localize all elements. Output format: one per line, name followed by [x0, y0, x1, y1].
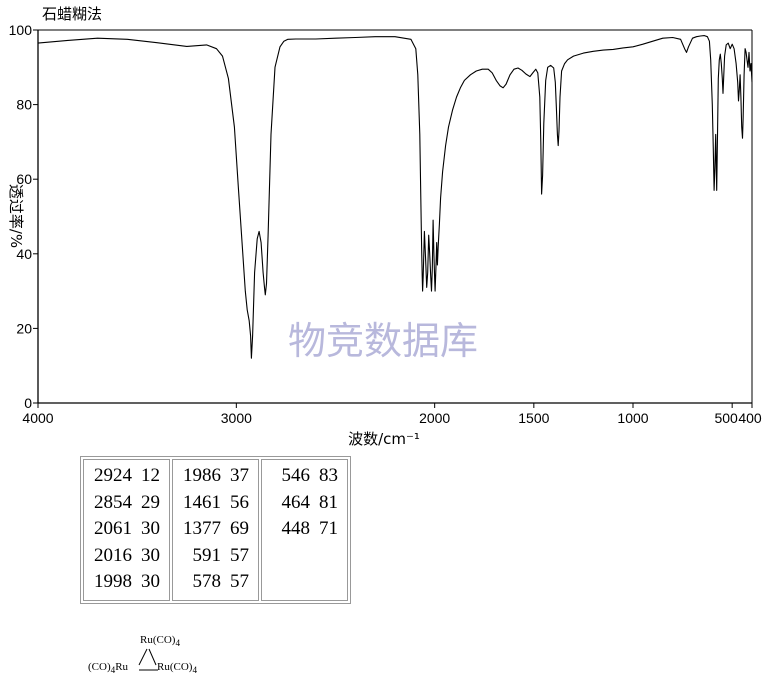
peak-table-body: 2924 12 2854 29 2061 30 2016 30 1998 30 1986 37 1461…	[83, 459, 348, 601]
peak-table-column: 2924 12 2854 29 2061 30 2016 30 1998 30	[83, 459, 170, 601]
peak-entry: 1461 56	[177, 490, 254, 517]
peak-transmittance: 30	[141, 571, 160, 592]
peak-table-column: 546 83 464 81 448 71	[261, 459, 348, 601]
transmittance-series-line	[37, 35, 753, 359]
peak-wavenumber: 2061	[94, 518, 132, 539]
structure-left-group: (CO)4Ru	[88, 661, 129, 676]
peak-entry: 448 71	[266, 516, 343, 543]
peak-entry: 464 81	[266, 490, 343, 517]
peak-wavenumber: 2854	[94, 491, 132, 513]
peak-transmittance: 71	[319, 518, 338, 539]
peak-wavenumber: 546	[281, 465, 311, 486]
x-tick-label: 400	[738, 410, 762, 426]
structure-bonds	[138, 648, 158, 671]
peak-transmittance: 81	[319, 491, 338, 513]
peak-entry: 1986 37	[177, 463, 254, 490]
peak-wavenumber: 448	[281, 518, 311, 539]
peak-transmittance: 30	[141, 518, 160, 539]
peak-wavenumber: 578	[192, 571, 222, 592]
peak-table-column: 1986 37 1461 56 1377 69 591 57 578 57	[172, 459, 259, 601]
peak-transmittance: 29	[141, 491, 160, 513]
peak-transmittance: 37	[230, 465, 249, 486]
peak-transmittance: 57	[230, 544, 249, 566]
peak-wavenumber: 464	[281, 491, 311, 513]
x-axis-title: 波数/cm⁻¹	[348, 430, 420, 448]
peak-transmittance: 30	[141, 544, 160, 566]
y-tick-label: 40	[16, 246, 32, 262]
peak-wavenumber: 2016	[94, 544, 132, 566]
peak-wavenumber: 1998	[94, 571, 132, 592]
watermark-text: 物竞数据库	[288, 319, 478, 363]
peak-entry: 1998 30	[88, 569, 165, 596]
peak-transmittance: 83	[319, 465, 338, 486]
peak-entry: 546 83	[266, 463, 343, 490]
peak-entry: 2016 30	[88, 543, 165, 570]
peak-table: 2924 12 2854 29 2061 30 2016 30 1998 30 1986 37 1461…	[80, 456, 351, 604]
peak-transmittance: 57	[230, 571, 249, 592]
x-tick-label: 1500	[518, 410, 549, 426]
peak-entry: 2924 12	[88, 463, 165, 490]
peak-entry: 1377 69	[177, 516, 254, 543]
bond-top-right	[148, 648, 157, 666]
peak-wavenumber: 591	[192, 544, 222, 566]
peak-wavenumber: 2924	[94, 465, 132, 486]
y-tick-label: 60	[16, 171, 32, 187]
peak-entry: 2061 30	[88, 516, 165, 543]
y-tick-label: 20	[16, 320, 32, 336]
peak-transmittance: 56	[230, 491, 249, 513]
x-tick-label: 3000	[221, 410, 252, 426]
x-tick-label: 4000	[22, 410, 53, 426]
peak-entry: 578 57	[177, 569, 254, 596]
peak-transmittance: 69	[230, 518, 249, 539]
peak-wavenumber: 1986	[183, 465, 221, 486]
peak-transmittance: 12	[141, 465, 160, 486]
y-tick-label: 100	[9, 22, 33, 38]
y-tick-label: 0	[24, 395, 32, 411]
bond-top-left	[138, 648, 148, 666]
peak-wavenumber: 1377	[183, 518, 221, 539]
peak-wavenumber: 1461	[183, 491, 221, 513]
y-tick-label: 80	[16, 97, 32, 113]
y-axis-title: 透过率/%	[7, 184, 25, 248]
structure-top-group: Ru(CO)4	[140, 634, 181, 649]
x-tick-label: 2000	[419, 410, 450, 426]
structure-right-group: Ru(CO)4	[157, 661, 198, 676]
x-tick-label: 500	[714, 410, 738, 426]
peak-entry: 591 57	[177, 543, 254, 570]
chemical-structure: Ru(CO)4 (CO)4Ru Ru(CO)4	[88, 634, 218, 678]
peak-entry: 2854 29	[88, 490, 165, 517]
x-tick-label: 1000	[617, 410, 648, 426]
chart-title: 石蜡糊法	[42, 5, 103, 23]
